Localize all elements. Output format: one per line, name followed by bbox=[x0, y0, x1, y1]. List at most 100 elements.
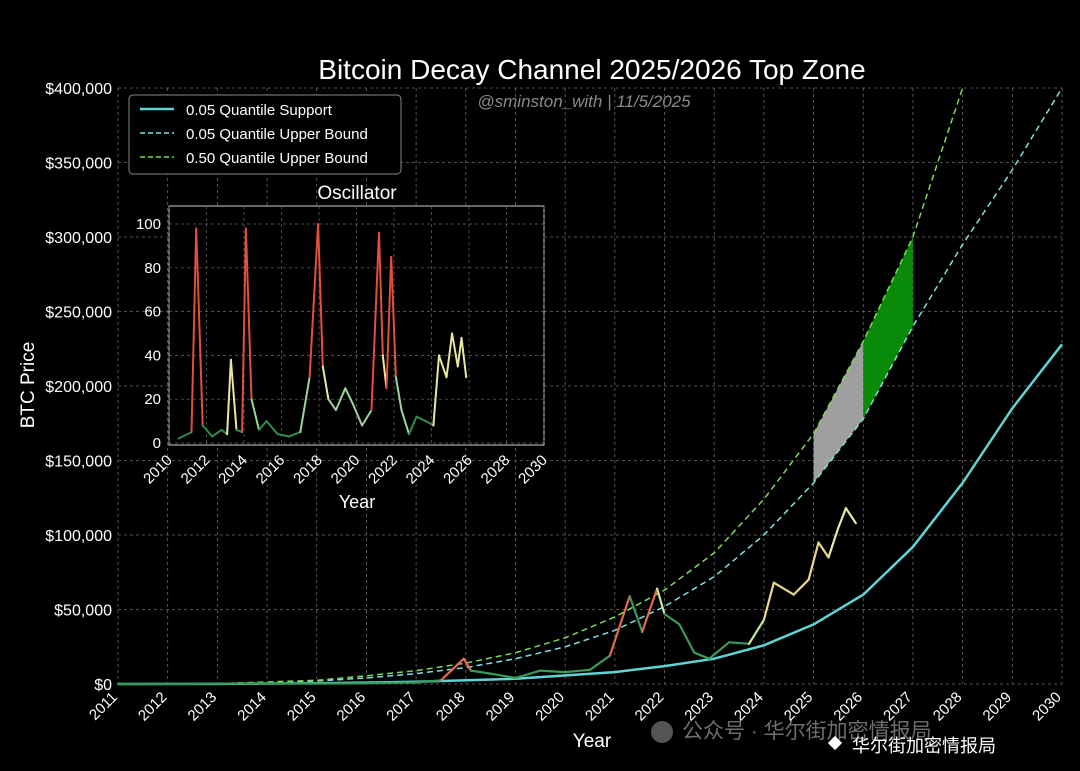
quantile-050-upper-line bbox=[217, 87, 964, 685]
y-tick-label: $250,000 bbox=[45, 305, 112, 322]
y-tick-label: $400,000 bbox=[45, 81, 112, 98]
price-segment bbox=[641, 587, 659, 634]
inset-y-tick-label: 100 bbox=[136, 216, 161, 233]
price-segment bbox=[655, 587, 666, 616]
zone-2026 bbox=[863, 237, 913, 419]
main-y-ticks: $0 $50,000 $100,000 $150,000 $200,000 $250,00… bbox=[45, 81, 112, 694]
oscillator-segment bbox=[190, 227, 198, 434]
legend-label-050-upper: 0.50 Quantile Upper Bound bbox=[186, 150, 368, 167]
oscillator-segment bbox=[351, 402, 364, 427]
chart-title: Bitcoin Decay Channel 2025/2026 Top Zone bbox=[318, 54, 865, 85]
price-segment bbox=[792, 578, 810, 596]
price-segment bbox=[844, 507, 857, 525]
price-segment bbox=[439, 657, 465, 682]
price-segment bbox=[762, 581, 775, 622]
price-segment bbox=[663, 612, 681, 626]
price-segment bbox=[365, 681, 418, 685]
chart-subtitle: @sminston_with | 11/5/2025 bbox=[477, 92, 691, 111]
oscillator-segment bbox=[299, 376, 311, 434]
price-segment bbox=[469, 669, 492, 675]
watermark-center: 公众号 · 华尔街加密情报局 bbox=[682, 720, 932, 743]
y-tick-label: $100,000 bbox=[45, 528, 112, 545]
oscillator-segment bbox=[229, 358, 238, 431]
price-segment bbox=[489, 672, 517, 680]
inset-x-axis-label: Year bbox=[339, 492, 375, 512]
oscillator-segment bbox=[344, 387, 354, 405]
oscillator-segment bbox=[424, 420, 435, 427]
inset-grid bbox=[168, 206, 545, 445]
price-segment bbox=[693, 651, 711, 660]
oscillator-segment bbox=[308, 223, 320, 379]
legend-box bbox=[128, 94, 402, 175]
oscillator-segment bbox=[394, 376, 403, 412]
price-segment bbox=[727, 641, 751, 645]
inset-y-tick-label: 20 bbox=[144, 391, 161, 408]
price-segment bbox=[539, 669, 567, 674]
oscillator-segment bbox=[276, 433, 290, 438]
price-segment bbox=[415, 679, 442, 684]
oscillator-segment bbox=[177, 431, 193, 440]
y-tick-label: $150,000 bbox=[45, 454, 112, 471]
oscillator-segment bbox=[460, 336, 468, 379]
oscillator-segment bbox=[211, 428, 223, 438]
price-segment bbox=[588, 654, 612, 671]
price-segment bbox=[678, 623, 696, 654]
oscillator-segment bbox=[241, 227, 247, 434]
oscillator-segment bbox=[321, 365, 330, 401]
price-segment bbox=[708, 641, 731, 660]
x-axis-label: Year bbox=[573, 731, 612, 752]
watermark: 公众号 · 华尔街加密情报局 华尔街加密情报局 bbox=[651, 720, 996, 756]
oscillator-segment bbox=[432, 354, 440, 427]
main-price bbox=[116, 507, 857, 686]
oscillator-segment bbox=[385, 255, 393, 390]
y-axis-label: BTC Price bbox=[18, 342, 39, 429]
oscillator-segment bbox=[288, 431, 302, 438]
inset-title: Oscillator bbox=[317, 183, 397, 204]
watermark-corner: 华尔街加密情报局 bbox=[852, 736, 996, 756]
inset-y-tick-label: 40 bbox=[144, 347, 161, 364]
zone-2025 bbox=[813, 341, 864, 483]
inset-frame bbox=[168, 205, 545, 446]
price-segment bbox=[628, 594, 644, 634]
oscillator-segment bbox=[361, 409, 373, 427]
y-tick-label: $200,000 bbox=[45, 379, 112, 396]
oscillator-segment bbox=[456, 336, 463, 368]
legend: 0.05 Quantile Support 0.05 Quantile Uppe… bbox=[128, 94, 402, 175]
diamond-logo-icon bbox=[827, 735, 843, 751]
oscillator-segment bbox=[195, 227, 204, 427]
oscillator-segment bbox=[415, 415, 427, 423]
price-segment bbox=[837, 507, 848, 529]
y-tick-label: $0 bbox=[94, 677, 112, 694]
price-segment bbox=[827, 526, 840, 559]
price-segment bbox=[564, 668, 592, 674]
oscillator-segment bbox=[390, 255, 397, 379]
oscillator-segment bbox=[244, 227, 253, 401]
legend-label-005-upper: 0.05 Quantile Upper Bound bbox=[186, 126, 368, 143]
price-segment bbox=[462, 657, 472, 672]
oscillator-segment bbox=[334, 387, 347, 412]
price-segment bbox=[772, 581, 795, 596]
price-segment bbox=[608, 594, 631, 657]
oscillator-segment bbox=[451, 332, 459, 368]
price-segment bbox=[514, 669, 542, 680]
oscillator-segment bbox=[370, 231, 380, 412]
oscillator-segment bbox=[408, 415, 418, 436]
oscillator-segment bbox=[400, 409, 410, 436]
oscillator-segment bbox=[226, 358, 232, 436]
main-zones bbox=[813, 237, 913, 483]
price-segment bbox=[747, 618, 766, 645]
inset-line bbox=[177, 223, 468, 440]
oscillator-segment bbox=[317, 223, 324, 368]
oscillator-segment bbox=[201, 424, 214, 438]
y-tick-label: $300,000 bbox=[45, 230, 112, 247]
oscillator-segment bbox=[438, 354, 448, 379]
inset-y-tick-label: 60 bbox=[144, 304, 161, 321]
inset-y-tick-label: 0 bbox=[153, 435, 161, 452]
wechat-icon bbox=[651, 721, 673, 743]
legend-label-support: 0.05 Quantile Support bbox=[186, 102, 333, 119]
oscillator-segment bbox=[378, 231, 384, 357]
quantile-005-upper-line bbox=[217, 87, 1063, 685]
oscillator-segment bbox=[265, 420, 279, 436]
